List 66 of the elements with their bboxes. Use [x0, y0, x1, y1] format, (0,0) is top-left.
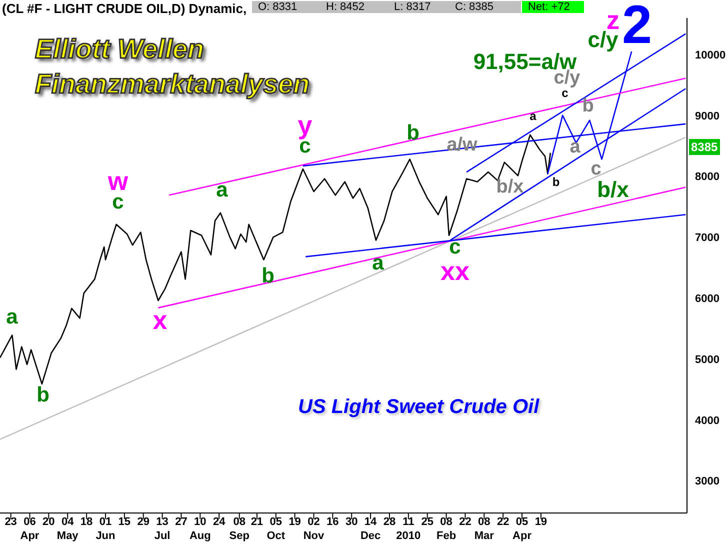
annotation: b: [262, 264, 274, 288]
annotation: c: [590, 158, 602, 180]
x-tick-label: 14 Dec: [360, 516, 381, 542]
text: 8385: [689, 139, 720, 155]
x-tick-label: 30: [345, 516, 358, 528]
x-tick-label: 08 Sep: [229, 516, 250, 542]
text: Net: +72: [522, 1, 584, 13]
annotation: xx: [440, 256, 470, 286]
text: L: 8317: [388, 1, 452, 13]
x-tick-label: 21: [250, 516, 264, 528]
annotation: x: [152, 305, 168, 335]
x-tick-label: 28: [383, 516, 396, 528]
x-tick-label: 04 May: [56, 516, 80, 542]
annotation: a: [216, 178, 228, 202]
text: O: 8331: [252, 1, 320, 13]
annotation: b/x: [496, 176, 524, 198]
x-tick-label: 08 Feb: [436, 516, 456, 542]
x-tick-label: 23: [4, 516, 17, 528]
x-tick-label: 11 2010: [396, 516, 421, 542]
x-tick-label: 02 Nov: [303, 516, 326, 542]
annotation: a: [530, 109, 536, 123]
x-tick-label: 06 Apr: [20, 516, 40, 542]
x-tick-label: 27: [175, 516, 188, 528]
annotation: 2: [622, 0, 652, 55]
y-tick-label: 4000: [695, 414, 720, 427]
x-tick-label: 19: [288, 516, 301, 528]
annotation: a: [372, 252, 384, 274]
annotation: b: [36, 384, 50, 406]
x-tick-label: 10 Aug: [189, 516, 211, 542]
y-tick-label: 6000: [695, 292, 720, 305]
y-tick-label: 3000: [695, 476, 720, 488]
x-tick-label: 22: [496, 516, 510, 528]
x-tick-label: 19: [534, 516, 548, 528]
x-tick-label: 25: [421, 516, 434, 528]
annotation: Finanzmarktanalysen: [35, 69, 310, 100]
x-tick-label: 24: [212, 516, 226, 528]
annotation: US Light Sweet Crude Oil: [298, 396, 540, 419]
x-tick-label: 05 Oct: [266, 516, 286, 542]
chart-title: (CL #F - LIGHT CRUDE OIL,D) Dynamic,: [2, 1, 247, 16]
y-tick-label: 8000: [695, 171, 720, 184]
text: C: 8385: [449, 1, 521, 13]
x-tick-label: 22: [459, 516, 472, 528]
y-tick-label: 7000: [695, 232, 720, 244]
x-tick-label: 29: [137, 516, 150, 528]
annotation: b: [552, 175, 560, 189]
x-tick-label: 08 Mar: [474, 516, 495, 542]
annotation: Elliott Wellen: [35, 34, 204, 65]
x-tick-label: 01 Jun: [96, 516, 116, 542]
y-tick-label: 10000: [695, 49, 726, 62]
annotation: z: [606, 5, 620, 35]
text: H: 8452: [320, 1, 388, 13]
annotation: a: [6, 306, 18, 328]
x-tick-label: 15: [118, 516, 131, 528]
annotation: b: [406, 122, 420, 144]
annotation: c: [562, 86, 568, 100]
x-tick-label: 05 Apr: [512, 516, 532, 542]
y-tick-label: 5000: [695, 354, 720, 366]
annotation: a: [570, 136, 580, 158]
x-tick-label: 20: [42, 516, 55, 528]
x-tick-label: 13 Jul: [154, 516, 170, 542]
annotation: b/x: [597, 177, 629, 202]
y-tick-label: 9000: [695, 110, 720, 122]
annotation: b: [582, 96, 594, 116]
x-tick-label: 18: [80, 516, 93, 528]
x-tick-label: 16: [326, 516, 339, 528]
annotation: c: [449, 236, 461, 258]
